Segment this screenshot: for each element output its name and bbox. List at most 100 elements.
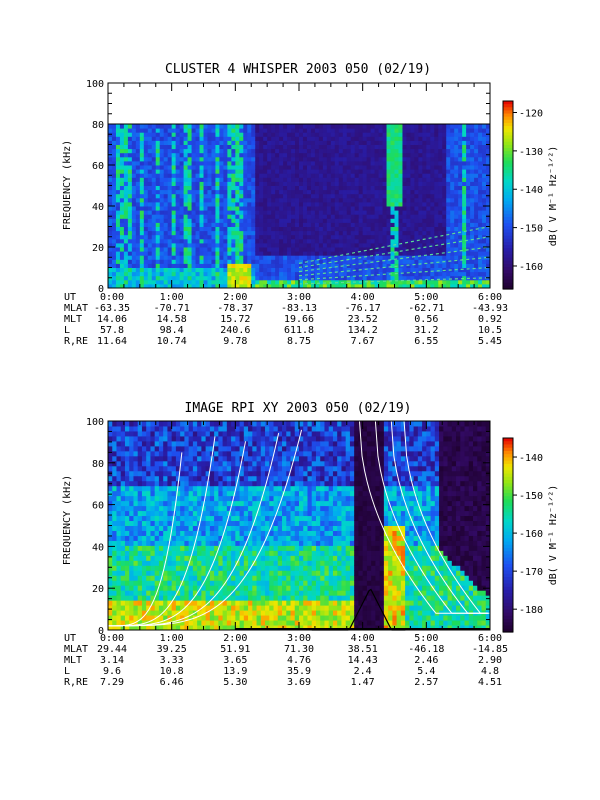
heatmap-cell bbox=[129, 570, 134, 576]
heatmap-cell bbox=[108, 181, 113, 186]
heatmap-cell bbox=[442, 160, 447, 166]
heatmap-cell bbox=[124, 595, 130, 601]
heatmap-cell bbox=[151, 255, 157, 260]
heatmap-cell bbox=[131, 156, 137, 162]
heatmap-cell bbox=[295, 283, 300, 289]
heatmap-cell bbox=[183, 242, 189, 248]
heatmap-cell bbox=[398, 140, 403, 145]
heatmap-cell bbox=[124, 545, 130, 551]
heatmap-cell bbox=[124, 450, 130, 457]
heatmap-cell bbox=[111, 226, 117, 232]
heatmap-cell bbox=[422, 144, 427, 150]
heatmap-cell bbox=[199, 189, 204, 195]
heatmap-cell bbox=[180, 421, 185, 427]
heatmap-cell bbox=[354, 267, 360, 273]
heatmap-cell bbox=[259, 201, 264, 207]
heatmap-cell bbox=[390, 251, 395, 256]
heatmap-cell bbox=[187, 185, 193, 191]
heatmap-cell bbox=[191, 124, 197, 129]
heatmap-cell bbox=[184, 510, 190, 517]
heatmap-cell bbox=[247, 128, 252, 133]
heatmap-cell bbox=[474, 173, 479, 178]
heatmap-cell bbox=[302, 283, 308, 289]
heatmap-cell bbox=[184, 540, 190, 546]
heatmap-cell bbox=[267, 152, 272, 158]
heatmap-cell bbox=[466, 181, 471, 186]
heatmap-cell bbox=[295, 181, 300, 186]
heatmap-cell bbox=[120, 560, 126, 566]
heatmap-cell bbox=[466, 173, 471, 178]
heatmap-cell bbox=[450, 152, 455, 158]
heatmap-cell bbox=[227, 214, 232, 219]
heatmap-cell bbox=[362, 275, 368, 281]
heatmap-cell bbox=[418, 189, 423, 195]
heatmap-cell bbox=[155, 124, 161, 129]
heatmap-cell bbox=[141, 610, 147, 616]
heatmap-cell bbox=[263, 206, 268, 211]
heatmap-cell bbox=[167, 148, 173, 154]
heatmap-cell bbox=[219, 189, 224, 195]
heatmap-cell bbox=[370, 165, 376, 170]
heatmap-cell bbox=[243, 267, 248, 273]
heatmap-cell bbox=[374, 214, 380, 219]
heatmap-cell bbox=[330, 214, 336, 219]
heatmap-cell bbox=[406, 193, 411, 199]
heatmap-cell bbox=[141, 460, 147, 467]
heatmap-cell bbox=[243, 234, 248, 240]
heatmap-cell bbox=[243, 185, 248, 191]
heatmap-cell bbox=[227, 169, 232, 174]
heatmap-cell bbox=[330, 173, 336, 178]
heatmap-cell bbox=[426, 206, 431, 211]
heatmap-cell bbox=[231, 128, 236, 133]
heatmap-cell bbox=[362, 124, 368, 129]
heatmap-cell bbox=[188, 600, 194, 606]
heatmap-cell bbox=[362, 173, 368, 178]
heatmap-cell bbox=[188, 435, 194, 442]
heatmap-cell bbox=[187, 255, 193, 260]
heatmap-cell bbox=[137, 565, 143, 571]
heatmap-cell bbox=[180, 600, 185, 606]
heatmap-cell bbox=[163, 132, 169, 137]
heatmap-cell bbox=[362, 144, 368, 150]
heatmap-cell bbox=[227, 152, 232, 158]
heatmap-cell bbox=[171, 263, 177, 268]
heatmap-cell bbox=[141, 485, 147, 492]
heatmap-cell bbox=[402, 189, 407, 195]
heatmap-cell bbox=[227, 144, 232, 150]
heatmap-cell bbox=[342, 214, 348, 219]
heatmap-cell bbox=[402, 247, 407, 252]
heatmap-cell bbox=[251, 185, 256, 191]
heatmap-cell bbox=[251, 132, 256, 137]
colorbar-segment bbox=[503, 141, 513, 146]
heatmap-cell bbox=[418, 279, 423, 285]
heatmap-cell bbox=[446, 234, 451, 240]
heatmap-cell bbox=[151, 263, 157, 268]
heatmap-cell bbox=[478, 160, 483, 166]
heatmap-cell bbox=[147, 267, 153, 273]
heatmap-cell bbox=[112, 460, 117, 467]
heatmap-cell bbox=[346, 283, 352, 289]
heatmap-cell bbox=[127, 152, 133, 158]
heatmap-cell bbox=[171, 515, 177, 522]
heatmap-cell bbox=[131, 263, 137, 268]
heatmap-cell bbox=[184, 585, 190, 591]
heatmap-cell bbox=[279, 156, 284, 162]
heatmap-cell bbox=[402, 165, 407, 170]
heatmap-cell bbox=[158, 520, 164, 526]
heatmap-cell bbox=[239, 259, 244, 264]
heatmap-cell bbox=[255, 124, 260, 129]
heatmap-cell bbox=[219, 206, 224, 211]
heatmap-cell bbox=[127, 275, 133, 281]
heatmap-cell bbox=[147, 185, 153, 191]
heatmap-cell bbox=[141, 540, 147, 546]
heatmap-cell bbox=[470, 283, 475, 289]
heatmap-cell bbox=[133, 430, 139, 437]
heatmap-cell bbox=[171, 152, 177, 158]
heatmap-cell bbox=[127, 201, 133, 207]
heatmap-cell bbox=[131, 128, 137, 133]
heatmap-cell bbox=[143, 283, 149, 289]
heatmap-cell bbox=[470, 193, 475, 199]
heatmap-cell bbox=[271, 148, 276, 154]
heatmap-cell bbox=[486, 279, 491, 285]
heatmap-cell bbox=[291, 124, 296, 129]
